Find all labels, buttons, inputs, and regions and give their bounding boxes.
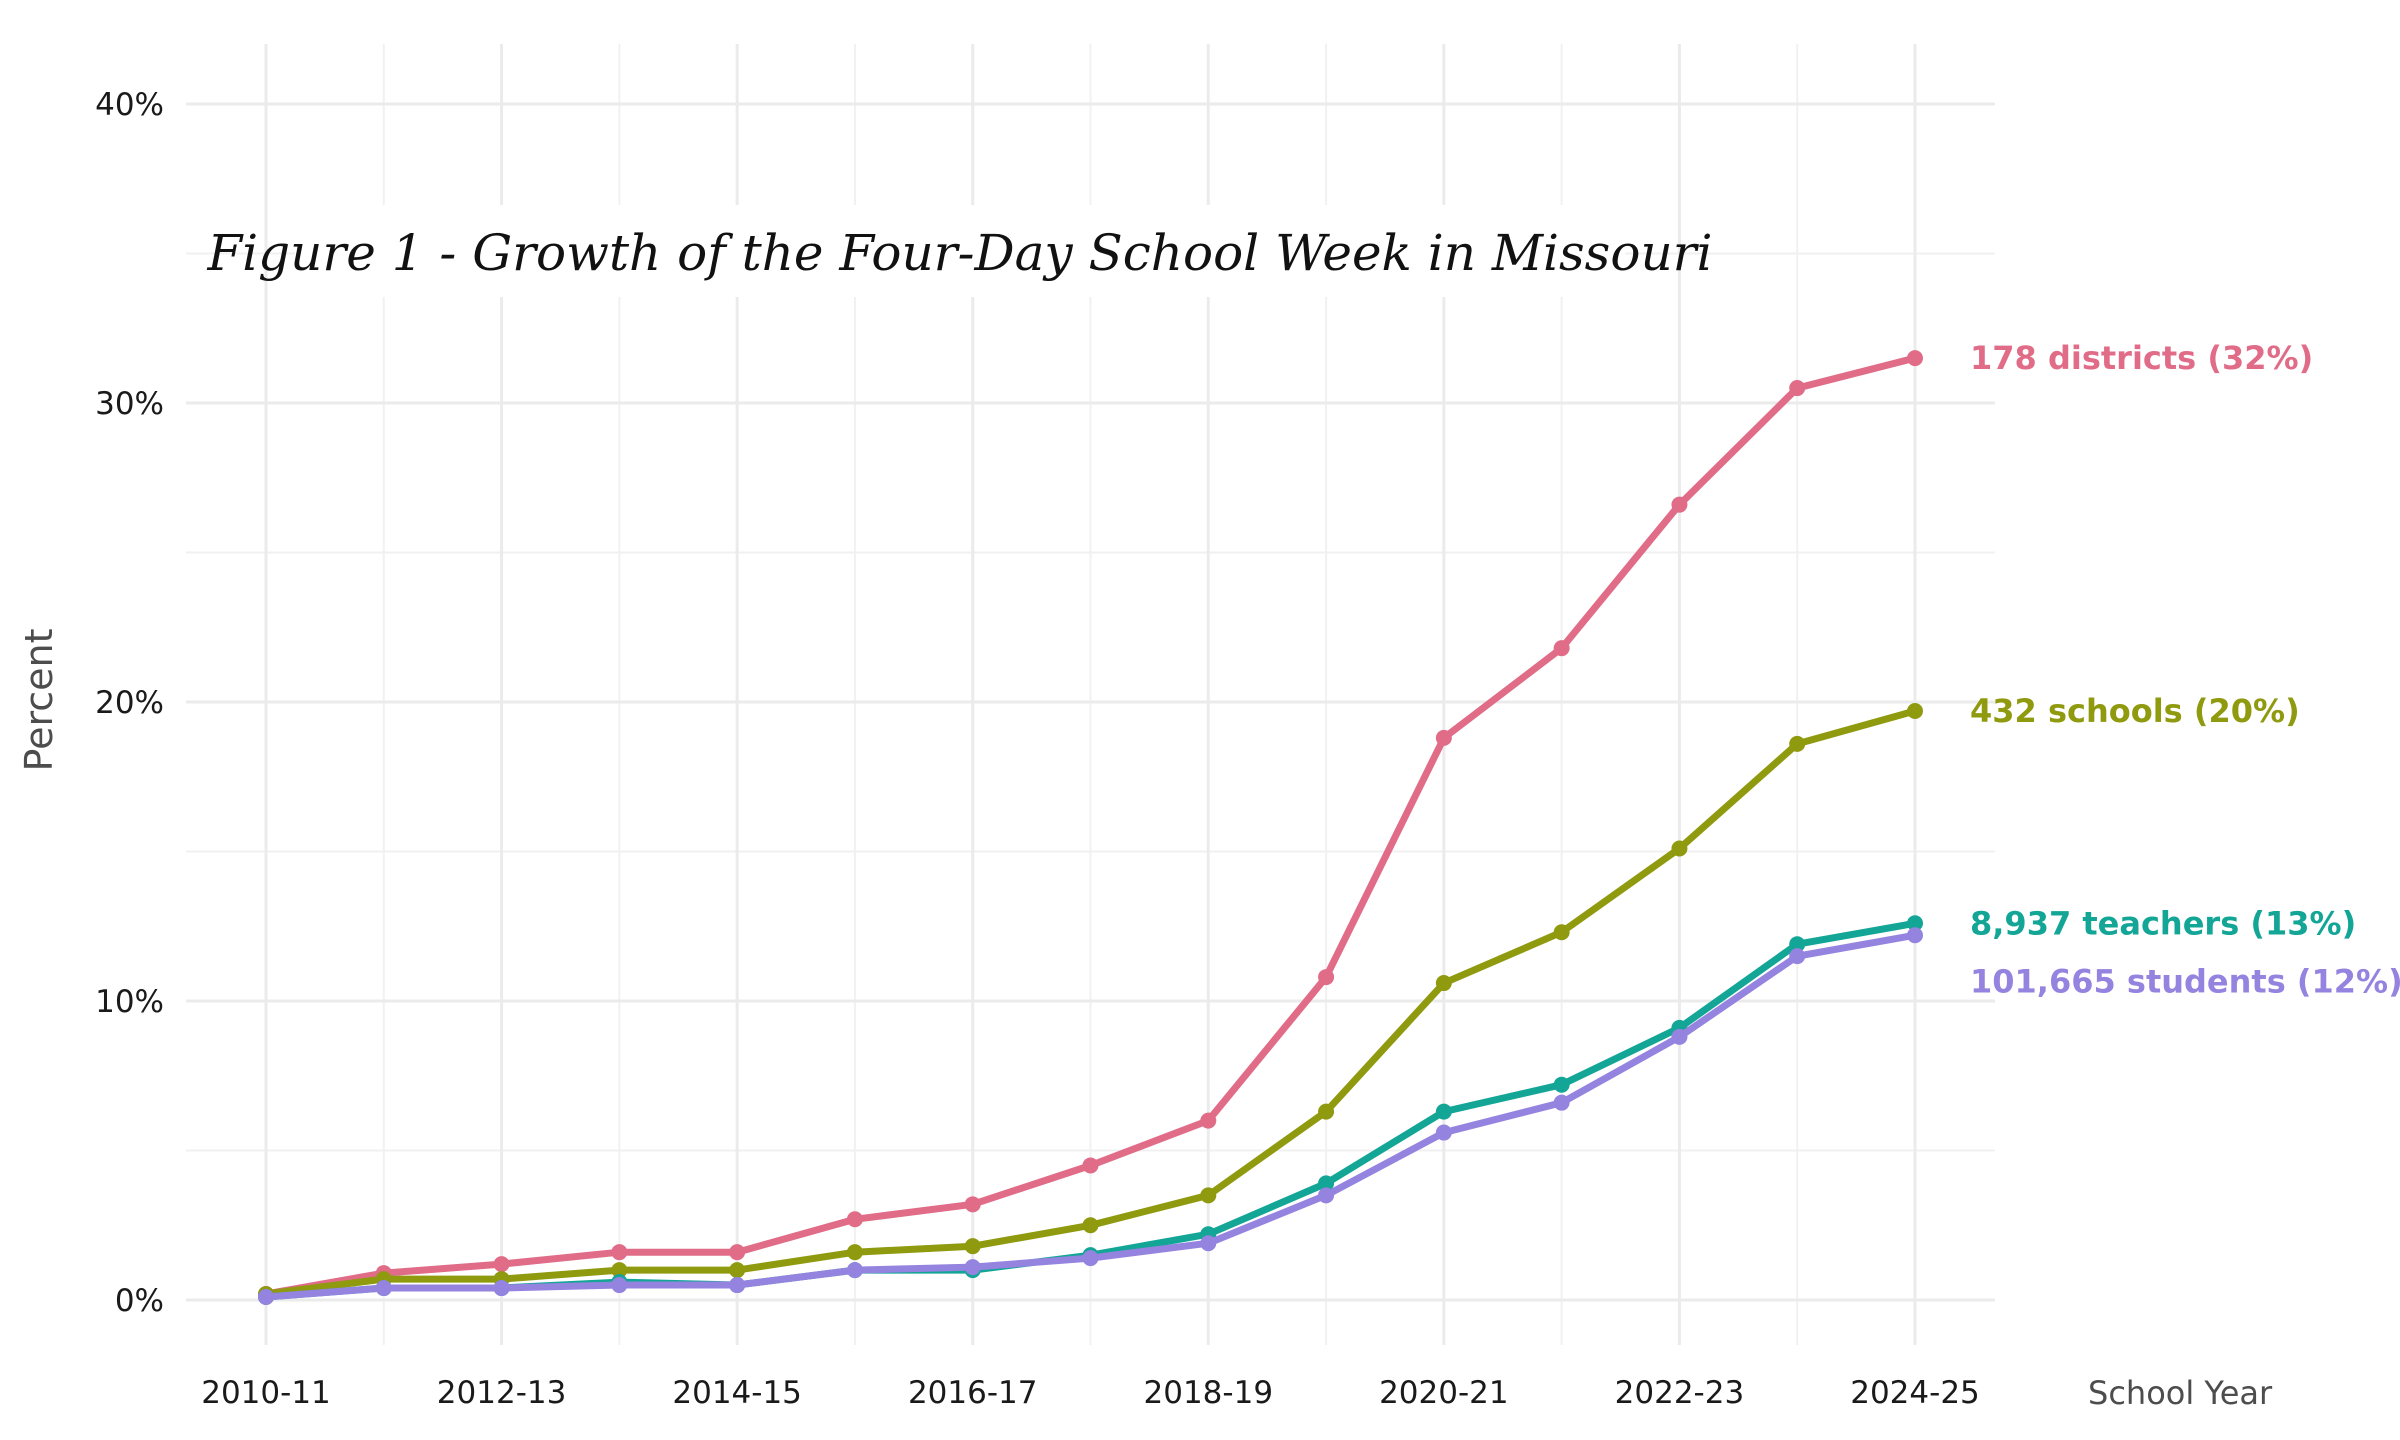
x-axis-title: School Year	[2088, 1374, 2273, 1412]
x-tick-label: 2016-17	[908, 1375, 1038, 1411]
data-point-schools	[964, 1238, 981, 1255]
title-background	[295, 205, 1625, 297]
data-point-schools	[1789, 735, 1806, 752]
y-tick-label: 20%	[95, 685, 164, 721]
data-point-districts	[964, 1196, 981, 1213]
x-tick-label: 2022-23	[1615, 1375, 1745, 1411]
data-point-schools	[1671, 840, 1688, 857]
data-point-students	[729, 1277, 746, 1294]
y-tick-label: 10%	[95, 984, 164, 1020]
data-point-schools	[1318, 1103, 1335, 1120]
end-label-districts: 178 districts (32%)	[1970, 339, 2313, 377]
data-point-districts	[611, 1244, 628, 1261]
data-point-students	[1671, 1028, 1688, 1045]
data-point-districts	[1435, 729, 1452, 746]
data-point-teachers	[1789, 936, 1806, 953]
data-point-districts	[1671, 496, 1688, 513]
data-point-teachers	[1435, 1103, 1452, 1120]
major-gridlines	[186, 44, 1995, 1345]
data-point-districts	[1200, 1112, 1217, 1129]
data-point-students	[611, 1277, 628, 1294]
data-point-teachers	[1553, 1076, 1570, 1093]
x-tick-label: 2018-19	[1144, 1375, 1274, 1411]
x-tick-label: 2012-13	[437, 1375, 567, 1411]
data-point-schools	[1553, 924, 1570, 941]
y-tick-label: 30%	[95, 386, 164, 422]
y-axis-ticks: 0% 10% 20% 30% 40%	[95, 87, 164, 1319]
data-point-students	[846, 1262, 863, 1279]
series-layer	[258, 350, 1923, 1306]
data-point-districts	[1082, 1157, 1099, 1174]
series-schools	[258, 702, 1923, 1303]
data-point-students	[964, 1259, 981, 1276]
data-point-districts	[493, 1256, 510, 1273]
data-point-students	[1082, 1250, 1099, 1267]
data-point-districts	[1789, 380, 1806, 397]
data-point-districts	[1553, 640, 1570, 657]
data-point-students	[1789, 948, 1806, 965]
y-axis-title: Percent	[17, 629, 61, 772]
data-point-students	[1907, 927, 1923, 944]
y-tick-label: 0%	[115, 1283, 164, 1319]
data-point-schools	[611, 1262, 628, 1279]
end-label-students: 101,665 students (12%)	[1970, 962, 2400, 1000]
data-point-schools	[1435, 975, 1452, 992]
data-point-students	[1318, 1187, 1335, 1204]
data-point-schools	[846, 1244, 863, 1261]
data-point-schools	[729, 1262, 746, 1279]
data-point-students	[375, 1280, 392, 1297]
x-tick-label: 2010-11	[201, 1375, 331, 1411]
x-tick-label: 2020-21	[1379, 1375, 1509, 1411]
data-point-students	[1200, 1235, 1217, 1252]
chart-title: Figure 1 - Growth of the Four-Day School…	[206, 224, 1712, 282]
data-point-students	[493, 1280, 510, 1297]
y-tick-label: 40%	[95, 87, 164, 123]
end-label-schools: 432 schools (20%)	[1970, 692, 2300, 730]
data-point-schools	[1907, 702, 1923, 719]
data-point-districts	[1907, 350, 1923, 367]
data-point-teachers	[1907, 915, 1923, 932]
data-point-students	[258, 1289, 274, 1306]
data-point-districts	[729, 1244, 746, 1261]
data-point-teachers	[1318, 1175, 1335, 1192]
data-point-schools	[1200, 1187, 1217, 1204]
data-point-students	[1435, 1124, 1452, 1141]
x-tick-label: 2024-25	[1850, 1375, 1980, 1411]
series-students	[258, 927, 1923, 1306]
data-point-districts	[1318, 969, 1335, 986]
x-axis-ticks: 2010-11 2012-13 2014-15 2016-17 2018-19 2020-…	[201, 1375, 1980, 1411]
data-point-districts	[846, 1211, 863, 1228]
x-tick-label: 2014-15	[672, 1375, 802, 1411]
data-point-students	[1553, 1094, 1570, 1111]
data-point-schools	[1082, 1217, 1099, 1234]
series-end-labels: 178 districts (32%) 432 schools (20%) 8,93…	[1970, 339, 2400, 1000]
end-label-teachers: 8,937 teachers (13%)	[1970, 904, 2356, 942]
